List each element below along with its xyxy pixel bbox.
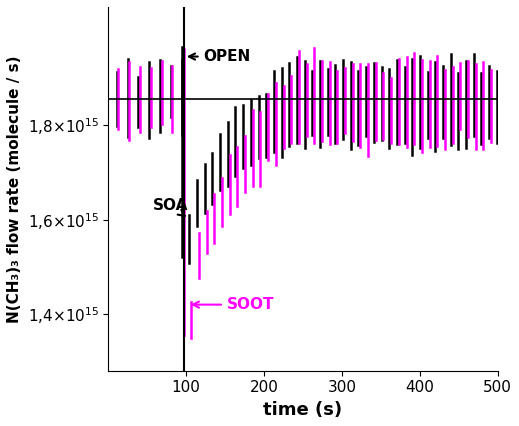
Y-axis label: N(CH₃)₃ flow rate (molecule / s): N(CH₃)₃ flow rate (molecule / s) xyxy=(7,55,22,322)
Text: SOOT: SOOT xyxy=(193,297,274,312)
Text: OPEN: OPEN xyxy=(189,49,251,64)
X-axis label: time (s): time (s) xyxy=(264,401,343,419)
Text: SOA: SOA xyxy=(153,198,188,216)
